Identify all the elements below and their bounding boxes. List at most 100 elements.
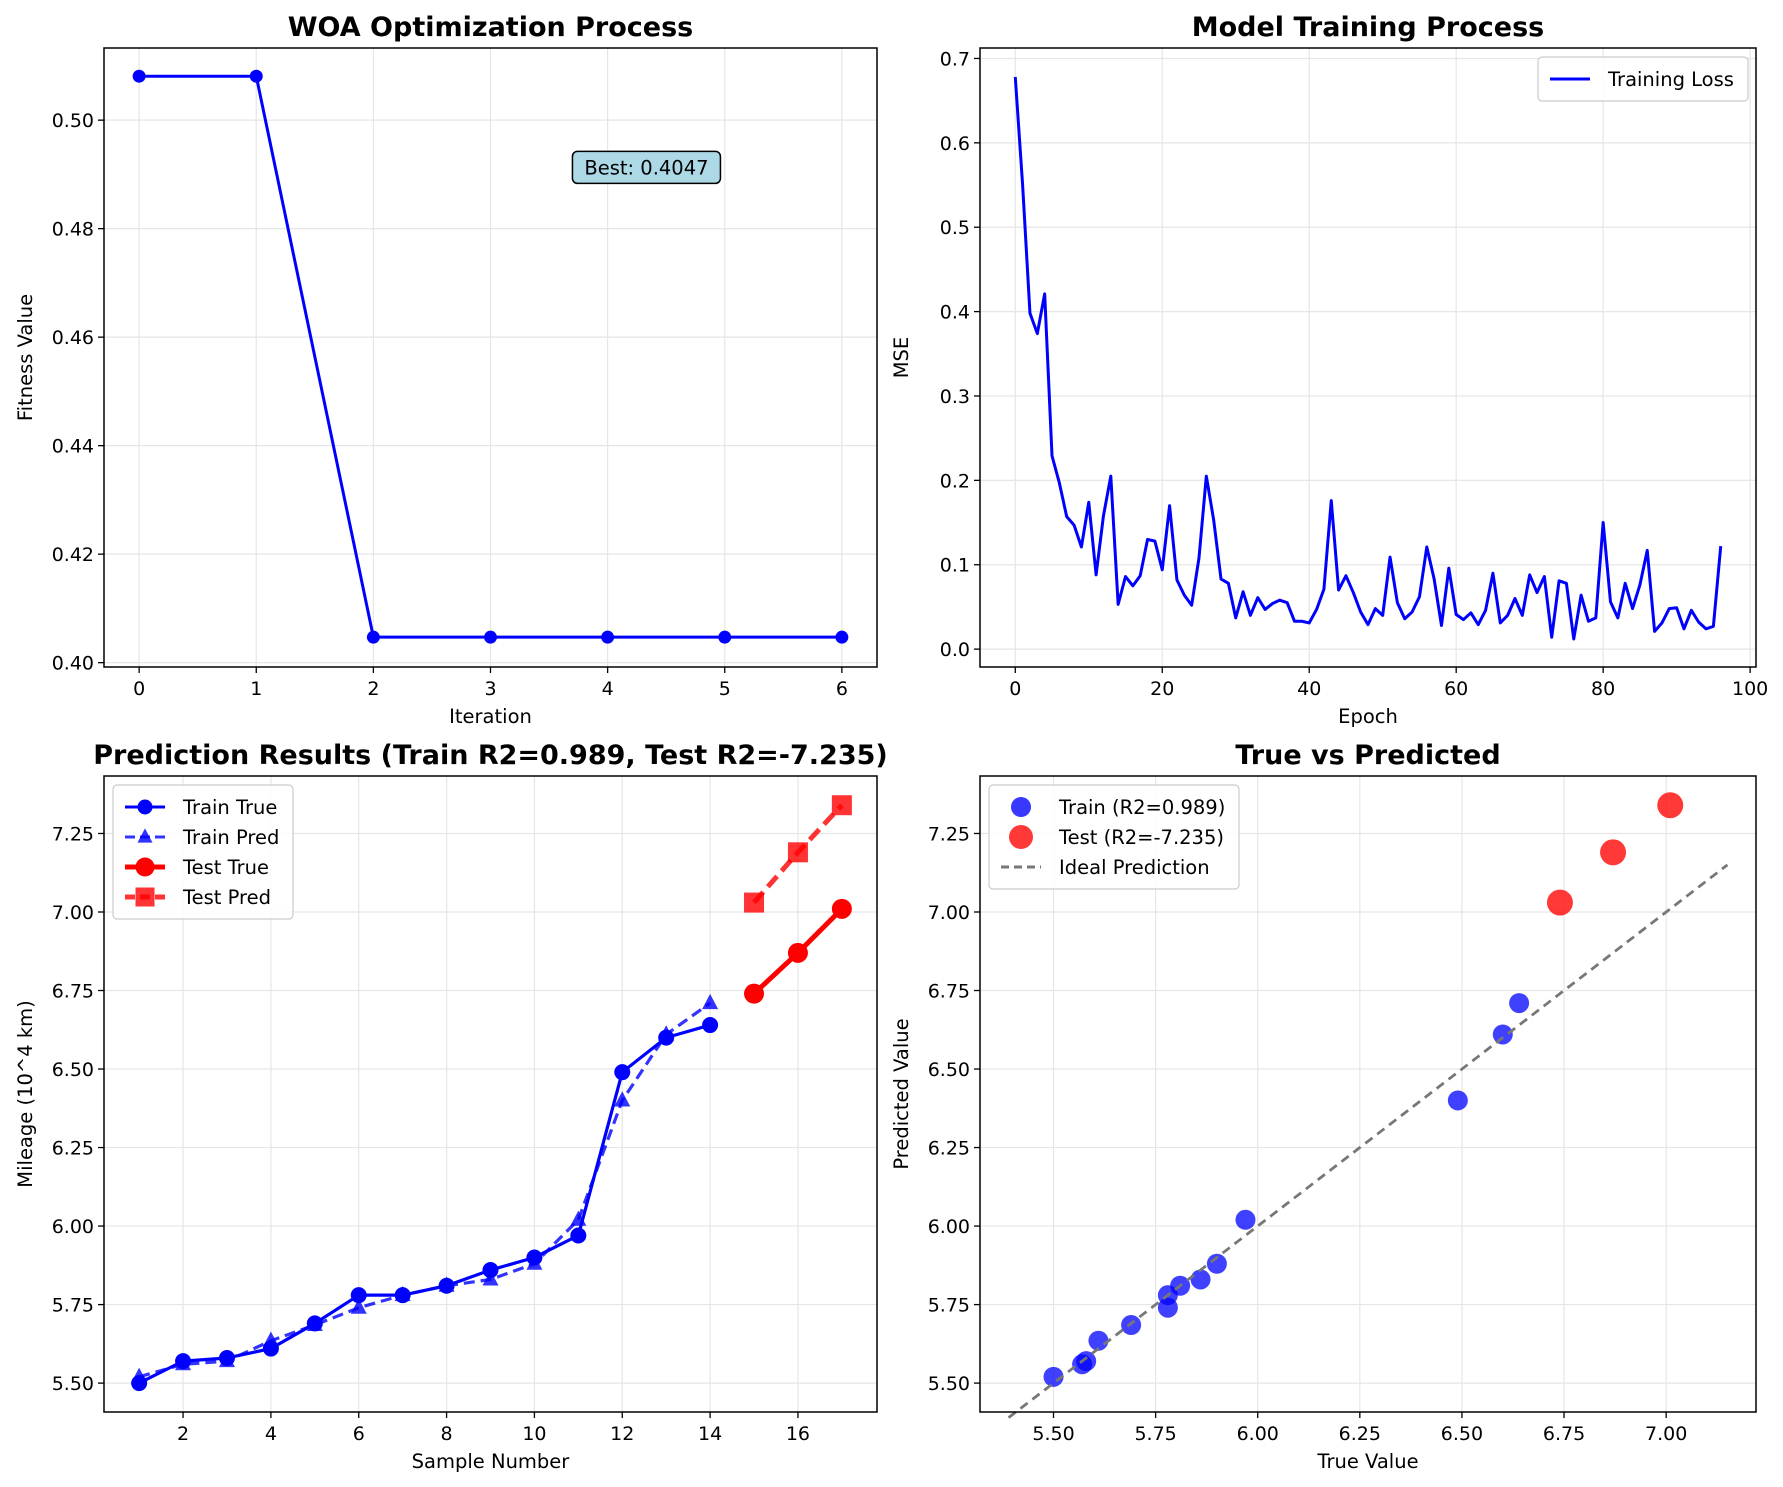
circle-marker xyxy=(135,857,155,877)
legend-item: Train Pred xyxy=(125,826,279,849)
data-point xyxy=(482,1262,499,1279)
y-tick-label: 0.2 xyxy=(940,470,970,492)
data-point xyxy=(744,892,765,913)
y-tick-label: 0.3 xyxy=(940,386,970,408)
data-point xyxy=(262,1331,279,1347)
legend-item: Test True xyxy=(125,856,269,879)
x-tick-label: 20 xyxy=(1150,678,1174,700)
scatter-point xyxy=(1546,889,1573,916)
data-point xyxy=(614,1064,631,1081)
x-axis-label: True Value xyxy=(1316,1450,1418,1473)
legend-label: Test True xyxy=(182,856,269,879)
x-tick-label: 2 xyxy=(367,678,379,700)
chart-title: WOA Optimization Process xyxy=(288,12,694,43)
triangle-marker xyxy=(394,1285,411,1302)
series-train-pred xyxy=(131,993,719,1383)
triangle-marker xyxy=(658,1025,675,1041)
data-point xyxy=(306,1315,323,1332)
data-point xyxy=(438,1276,455,1292)
legend-marker xyxy=(135,887,155,907)
legend-item: Train True xyxy=(125,796,277,819)
annotation-text: Best: 0.4047 xyxy=(584,156,708,179)
scatter-point xyxy=(1509,993,1530,1014)
y-tick-label: 7.25 xyxy=(52,823,94,845)
triangle-marker xyxy=(262,1331,279,1347)
series-line xyxy=(1007,863,1729,1419)
y-tick-label: 6.00 xyxy=(52,1216,94,1238)
circle-marker xyxy=(744,983,765,1004)
circle-marker xyxy=(601,630,615,644)
x-tick-label: 5.50 xyxy=(1032,1423,1074,1445)
y-tick-label: 6.75 xyxy=(928,981,970,1003)
y-tick-label: 0.6 xyxy=(940,133,970,155)
data-point xyxy=(718,630,732,644)
data-point xyxy=(350,1298,367,1314)
best-annotation: Best: 0.4047 xyxy=(571,150,722,185)
chart-title: Model Training Process xyxy=(1192,12,1545,43)
y-tick-label: 0.1 xyxy=(940,555,970,577)
square-marker xyxy=(831,795,852,816)
data-point xyxy=(350,1287,367,1304)
triangle-marker xyxy=(175,1355,192,1371)
plot-area xyxy=(980,48,1756,667)
legend-marker xyxy=(1009,825,1033,849)
legend-marker xyxy=(1011,797,1031,817)
series-line xyxy=(138,1001,712,1379)
y-tick-label: 5.50 xyxy=(928,1373,970,1395)
y-tick-label: 0.7 xyxy=(940,48,970,70)
y-tick-label: 0.0 xyxy=(940,639,970,661)
circle-marker xyxy=(484,630,497,644)
x-tick-label: 6.75 xyxy=(1543,1423,1585,1445)
circle-marker xyxy=(614,1064,631,1081)
circle-marker xyxy=(350,1287,367,1304)
x-tick-label: 6 xyxy=(836,678,848,700)
circle-marker xyxy=(482,1262,499,1279)
x-tick-label: 12 xyxy=(610,1423,634,1445)
chart-3: 2 4 6 8 10 12 14 16 5.50 5.75 6.00 6.25 6.50 6.75 7.00… xyxy=(14,740,888,1473)
x-tick-label: 0 xyxy=(1009,678,1021,700)
chart-title: True vs Predicted xyxy=(1235,740,1500,771)
y-axis-label: MSE xyxy=(890,337,913,379)
y-tick-label: 6.75 xyxy=(52,981,94,1003)
circle-marker xyxy=(132,69,146,83)
data-point xyxy=(658,1025,675,1041)
legend-label: Train (R2=0.989) xyxy=(1058,796,1225,819)
data-point xyxy=(484,630,497,644)
data-point xyxy=(570,1210,587,1226)
x-tick-label: 1 xyxy=(250,678,262,700)
triangle-marker xyxy=(570,1210,587,1226)
data-point xyxy=(702,1017,719,1034)
triangle-marker xyxy=(702,993,719,1010)
circle-marker xyxy=(702,1017,719,1034)
x-tick-label: 6.25 xyxy=(1339,1423,1381,1445)
y-axis-label: Fitness Value xyxy=(14,294,37,421)
axes-frame xyxy=(979,47,1757,668)
legend-marker xyxy=(137,799,153,815)
y-tick-label: 0.50 xyxy=(52,110,94,132)
legend-label: Train Pred xyxy=(182,826,279,849)
axes-frame xyxy=(103,775,878,1413)
scatter-point xyxy=(1600,839,1627,866)
data-point xyxy=(249,69,263,83)
y-tick-label: 0.40 xyxy=(52,653,94,675)
legend-label: Train True xyxy=(182,796,277,819)
y-tick-label: 6.50 xyxy=(52,1059,94,1081)
x-tick-label: 0 xyxy=(133,678,145,700)
data-point xyxy=(526,1254,543,1270)
x-tick-label: 6.00 xyxy=(1237,1423,1279,1445)
triangle-marker xyxy=(218,1351,235,1368)
series-test-true xyxy=(744,898,852,1004)
data-point xyxy=(131,1367,148,1383)
square-marker xyxy=(787,842,808,863)
legend-marker xyxy=(135,857,155,877)
y-tick-label: 5.75 xyxy=(52,1295,94,1317)
y-tick-label: 6.50 xyxy=(928,1059,970,1081)
x-axis-label: Iteration xyxy=(449,705,532,728)
scatter-point xyxy=(1447,1090,1468,1111)
data-point xyxy=(831,898,852,919)
x-tick-label: 40 xyxy=(1297,678,1321,700)
data-point xyxy=(366,630,380,644)
circle-marker xyxy=(718,630,732,644)
y-tick-label: 6.25 xyxy=(52,1138,94,1160)
